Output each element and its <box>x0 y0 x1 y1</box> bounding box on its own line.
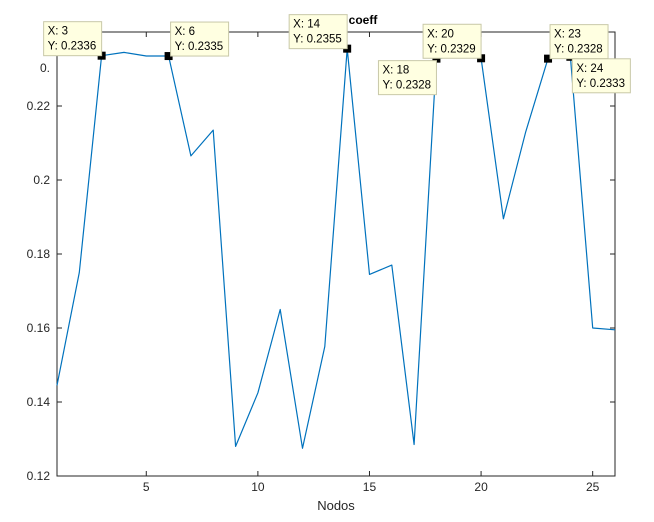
x-tick-label: 25 <box>586 480 600 494</box>
datatip-box <box>170 21 230 57</box>
datatip-x-text: X: 6 <box>175 26 195 38</box>
datatip-x-text: X: 18 <box>382 65 409 77</box>
datatip-marker <box>544 54 553 63</box>
plot-area <box>56 31 616 477</box>
y-tick-label: 0.22 <box>27 99 51 113</box>
datatip-x-text: X: 20 <box>427 28 454 40</box>
x-tick-label: 20 <box>474 480 488 494</box>
datatip-y-text: Y: 0.2335 <box>175 41 224 53</box>
x-axis-label: Nodos <box>317 498 355 513</box>
x-tick-label: 15 <box>363 480 377 494</box>
partial-ytick-label: 0. <box>40 61 50 75</box>
datatip-x-text: X: 24 <box>576 63 603 75</box>
series-line-group <box>56 48 616 449</box>
y-tick-label: 0.2 <box>33 173 50 187</box>
y-tick-label: 0.18 <box>27 247 51 261</box>
datatip-y-text: Y: 0.2328 <box>554 44 603 56</box>
datatip-marker <box>164 52 173 61</box>
y-tick-label: 0.16 <box>27 321 51 335</box>
series-line <box>56 48 616 449</box>
datatip-box <box>571 58 631 94</box>
datatip-box <box>43 21 103 57</box>
datatip-y-text: Y: 0.2329 <box>427 43 476 55</box>
datatip-x-text: X: 3 <box>48 26 68 38</box>
datatip-box <box>288 14 348 50</box>
y-tick-label: 0.14 <box>27 395 51 409</box>
datatip-x-text: X: 14 <box>293 19 320 31</box>
datatip-y-text: Y: 0.2328 <box>382 80 431 92</box>
datatip-y-text: Y: 0.2355 <box>293 34 342 46</box>
y-tick-label: 0.12 <box>27 469 51 483</box>
datatip-y-text: Y: 0.2336 <box>48 41 97 53</box>
datatip-box <box>549 24 609 60</box>
x-tick-label: 5 <box>143 480 150 494</box>
axis-ticks: 5 10 15 20 25 0.12 0.14 0.16 0.18 0.2 0.22 <box>27 32 615 494</box>
datatip-x-text: X: 23 <box>554 29 581 41</box>
datatip-box <box>377 60 437 96</box>
datatip-box <box>422 23 482 59</box>
datatip-y-text: Y: 0.2333 <box>576 78 625 90</box>
datatips: X: 3 Y: 0.2336 X: 6 Y: 0.2335 X: 14 Y: 0.2355… <box>43 14 631 96</box>
x-tick-label: 10 <box>251 480 265 494</box>
